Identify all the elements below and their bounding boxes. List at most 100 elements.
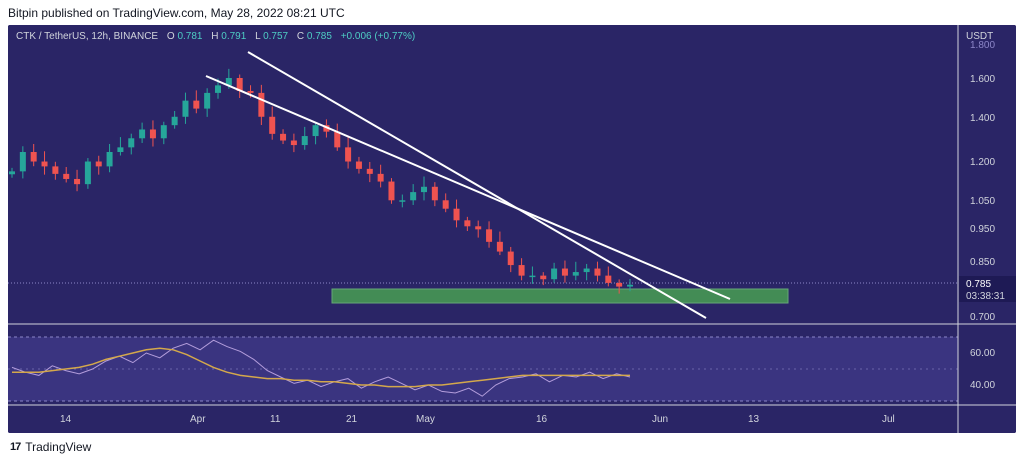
trendline-lower[interactable] bbox=[247, 51, 707, 319]
candle-body[interactable] bbox=[19, 151, 26, 172]
rsi-tick-60: 60.00 bbox=[970, 348, 995, 359]
candle-body[interactable] bbox=[95, 161, 102, 167]
candle-body[interactable] bbox=[160, 125, 167, 139]
candle-body[interactable] bbox=[345, 147, 352, 162]
candle-body[interactable] bbox=[215, 85, 221, 93]
candle-body[interactable] bbox=[388, 181, 395, 201]
candle-body[interactable] bbox=[280, 133, 287, 141]
rsi-ma-line bbox=[12, 347, 630, 388]
countdown: 03:38:31 bbox=[966, 291, 1005, 302]
candle-body[interactable] bbox=[421, 186, 427, 193]
x-tick-14: 14 bbox=[60, 414, 72, 425]
legend-open: 0.781 bbox=[177, 31, 202, 42]
candle-body[interactable] bbox=[442, 200, 449, 209]
rsi-tick-40: 40.00 bbox=[970, 380, 995, 391]
candle-body[interactable] bbox=[410, 192, 417, 201]
candle-body[interactable] bbox=[312, 125, 319, 137]
candle-body[interactable] bbox=[627, 284, 633, 287]
candle-body[interactable] bbox=[616, 282, 623, 287]
legend-l-label: L bbox=[255, 31, 261, 42]
candle-body[interactable] bbox=[301, 136, 308, 146]
candle-body[interactable] bbox=[258, 92, 265, 117]
candle-body[interactable] bbox=[171, 116, 178, 126]
candle-body[interactable] bbox=[540, 275, 547, 280]
candle-body[interactable] bbox=[204, 92, 211, 109]
x-tick-jun: Jun bbox=[652, 414, 668, 425]
candle-body[interactable] bbox=[290, 140, 297, 146]
candle-body[interactable] bbox=[334, 131, 341, 148]
candle-body[interactable] bbox=[377, 173, 384, 182]
legend-low: 0.757 bbox=[263, 31, 288, 42]
candle-body[interactable] bbox=[431, 186, 438, 201]
candle-body[interactable] bbox=[193, 100, 200, 109]
candle-body[interactable] bbox=[182, 100, 189, 117]
candles-group bbox=[9, 68, 633, 294]
candle-body[interactable] bbox=[594, 268, 601, 276]
legend-symbol: CTK / TetherUS, 12h, BINANCE bbox=[16, 31, 158, 42]
y-tick-1800: 1.800 bbox=[970, 40, 995, 51]
candle-body[interactable] bbox=[247, 90, 254, 93]
x-tick-apr: Apr bbox=[190, 414, 206, 425]
last-price-badge bbox=[959, 276, 1016, 302]
candle-body[interactable] bbox=[518, 265, 525, 276]
legend-high: 0.791 bbox=[221, 31, 246, 42]
candle-body[interactable] bbox=[52, 166, 59, 174]
candle-body[interactable] bbox=[41, 161, 48, 167]
y-tick-1600: 1.600 bbox=[970, 74, 995, 85]
candle-body[interactable] bbox=[605, 275, 612, 283]
publish-header: Bitpin published on TradingView.com, May… bbox=[8, 6, 345, 20]
tradingview-logo-icon: 17 bbox=[10, 441, 21, 453]
y-tick-0700: 0.700 bbox=[970, 312, 995, 323]
candle-body[interactable] bbox=[355, 161, 362, 169]
candle-body[interactable] bbox=[583, 268, 590, 273]
candle-body[interactable] bbox=[561, 268, 568, 276]
candle-body[interactable] bbox=[323, 125, 330, 132]
legend-close: 0.785 bbox=[307, 31, 332, 42]
candle-body[interactable] bbox=[529, 275, 536, 278]
candle-body[interactable] bbox=[139, 129, 146, 139]
support-zone bbox=[331, 288, 789, 304]
footer: 17 TradingView bbox=[10, 440, 91, 454]
rsi-group bbox=[11, 339, 631, 397]
candle-body[interactable] bbox=[486, 229, 493, 242]
candle-body[interactable] bbox=[149, 129, 156, 139]
legend-o-label: O bbox=[167, 31, 175, 42]
candle-body[interactable] bbox=[236, 78, 243, 91]
candle-body[interactable] bbox=[63, 173, 70, 179]
x-tick-13: 13 bbox=[748, 414, 760, 425]
candle-body[interactable] bbox=[74, 178, 81, 185]
candle-body[interactable] bbox=[366, 168, 373, 174]
footer-brand: TradingView bbox=[25, 440, 92, 454]
trendline-upper[interactable] bbox=[205, 75, 731, 300]
candle-body[interactable] bbox=[117, 147, 124, 152]
y-tick-0850: 0.850 bbox=[970, 257, 995, 268]
legend-h-label: H bbox=[211, 31, 218, 42]
chart-frame: CTK / TetherUS, 12h, BINANCE O 0.781 H 0… bbox=[8, 25, 1016, 433]
candle-body[interactable] bbox=[225, 78, 232, 86]
candle-body[interactable] bbox=[572, 272, 579, 276]
candle-body[interactable] bbox=[453, 208, 460, 221]
y-tick-1050: 1.050 bbox=[970, 196, 995, 207]
candle-body[interactable] bbox=[551, 268, 558, 280]
candle-body[interactable] bbox=[496, 241, 503, 252]
candle-body[interactable] bbox=[475, 226, 482, 230]
candle-body[interactable] bbox=[269, 116, 276, 134]
x-tick-21: 21 bbox=[346, 414, 358, 425]
x-tick-11: 11 bbox=[270, 414, 281, 425]
last-price: 0.785 bbox=[966, 279, 991, 290]
candle-body[interactable] bbox=[507, 251, 514, 266]
candle-body[interactable] bbox=[106, 151, 113, 167]
legend-c-label: C bbox=[297, 31, 304, 42]
candle-body[interactable] bbox=[128, 138, 135, 148]
x-tick-16: 16 bbox=[536, 414, 548, 425]
candle-body[interactable] bbox=[30, 151, 37, 162]
candle-body[interactable] bbox=[399, 200, 406, 202]
candle-body[interactable] bbox=[84, 161, 91, 185]
x-tick-jul: Jul bbox=[882, 414, 895, 425]
currency-label: USDT bbox=[966, 31, 993, 42]
candle-body[interactable] bbox=[464, 220, 471, 227]
candle-body[interactable] bbox=[9, 171, 15, 175]
y-tick-1400: 1.400 bbox=[970, 113, 995, 124]
candlestick-chart[interactable]: CTK / TetherUS, 12h, BINANCE O 0.781 H 0… bbox=[8, 25, 1016, 433]
y-tick-1200: 1.200 bbox=[970, 157, 995, 168]
